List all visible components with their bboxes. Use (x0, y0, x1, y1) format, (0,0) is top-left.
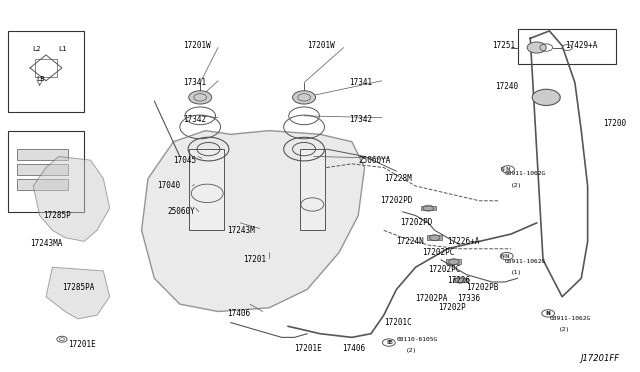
Bar (446, 260, 461, 264)
Text: N: N (546, 311, 550, 316)
Text: 17201E: 17201E (294, 344, 323, 353)
Text: B: B (387, 340, 391, 345)
Circle shape (532, 89, 560, 106)
Text: 17202PD: 17202PD (399, 218, 432, 227)
Text: 17336: 17336 (457, 294, 480, 303)
Text: N: N (504, 254, 509, 259)
Text: B: B (388, 340, 392, 346)
Text: 17243MA: 17243MA (30, 239, 63, 248)
Text: (1): (1) (511, 270, 522, 275)
Text: 08911-1062G: 08911-1062G (549, 317, 591, 321)
Bar (427, 235, 442, 240)
Text: 17202PA: 17202PA (415, 294, 448, 303)
Bar (8, 31, 84, 112)
Bar (420, 206, 436, 211)
Bar (17, 164, 68, 175)
Text: 17285PA: 17285PA (62, 283, 94, 292)
Text: 17240: 17240 (495, 82, 518, 91)
Text: 17201C: 17201C (384, 318, 412, 327)
Circle shape (292, 91, 316, 104)
Bar (8, 131, 84, 212)
Text: LB: LB (36, 76, 45, 82)
Text: N: N (501, 167, 505, 172)
Text: N: N (501, 254, 505, 259)
Text: 17226+A: 17226+A (447, 237, 480, 246)
Text: 08911-1062G: 08911-1062G (505, 171, 546, 176)
Bar (17, 179, 68, 190)
Bar (35, 59, 58, 77)
Text: 17342: 17342 (183, 115, 206, 124)
Text: (2): (2) (511, 183, 522, 189)
Text: 17200: 17200 (604, 119, 627, 128)
Text: 17243M: 17243M (228, 226, 255, 235)
Text: 25060YA: 25060YA (358, 155, 390, 165)
Text: 17341: 17341 (349, 78, 372, 87)
Text: 17040: 17040 (157, 182, 180, 190)
Text: (2): (2) (406, 348, 417, 353)
Text: 17202PC: 17202PC (422, 248, 454, 257)
Polygon shape (141, 131, 365, 311)
Text: N: N (506, 167, 510, 172)
Text: 17406: 17406 (228, 309, 251, 318)
Text: 25060Y: 25060Y (167, 207, 195, 217)
Text: 17285P: 17285P (43, 211, 70, 220)
Bar (17, 149, 68, 160)
Text: 17202PB: 17202PB (467, 283, 499, 292)
Text: 17201: 17201 (244, 255, 267, 264)
Text: 08110-6105G: 08110-6105G (396, 337, 438, 342)
Text: 17228M: 17228M (384, 174, 412, 183)
Text: 17201W: 17201W (307, 41, 335, 50)
Text: J17201FF: J17201FF (580, 354, 620, 363)
Text: (2): (2) (559, 327, 570, 333)
Bar (300, 149, 325, 230)
Text: 17045: 17045 (173, 155, 196, 165)
Text: L1: L1 (59, 46, 67, 52)
Text: 17342: 17342 (349, 115, 372, 124)
Text: 17202PD: 17202PD (381, 196, 413, 205)
Bar (518, 29, 616, 64)
Polygon shape (33, 157, 109, 241)
Text: 17251: 17251 (492, 41, 515, 50)
Circle shape (189, 91, 212, 104)
Text: L2: L2 (32, 46, 40, 52)
Circle shape (527, 42, 546, 53)
Text: 17202PC: 17202PC (428, 264, 461, 273)
Text: 17341: 17341 (183, 78, 206, 87)
Text: 17226: 17226 (447, 276, 470, 285)
Text: 17201E: 17201E (68, 340, 96, 349)
Bar (189, 149, 225, 230)
Text: 17406: 17406 (342, 344, 365, 353)
Text: 17202P: 17202P (438, 303, 466, 312)
Bar (452, 278, 468, 282)
Text: 17429+A: 17429+A (565, 41, 598, 50)
Text: N: N (547, 311, 550, 316)
Text: 08911-1062G: 08911-1062G (505, 259, 546, 264)
Polygon shape (46, 267, 109, 319)
Text: 17224N: 17224N (396, 237, 424, 246)
Text: 17201W: 17201W (183, 41, 211, 50)
